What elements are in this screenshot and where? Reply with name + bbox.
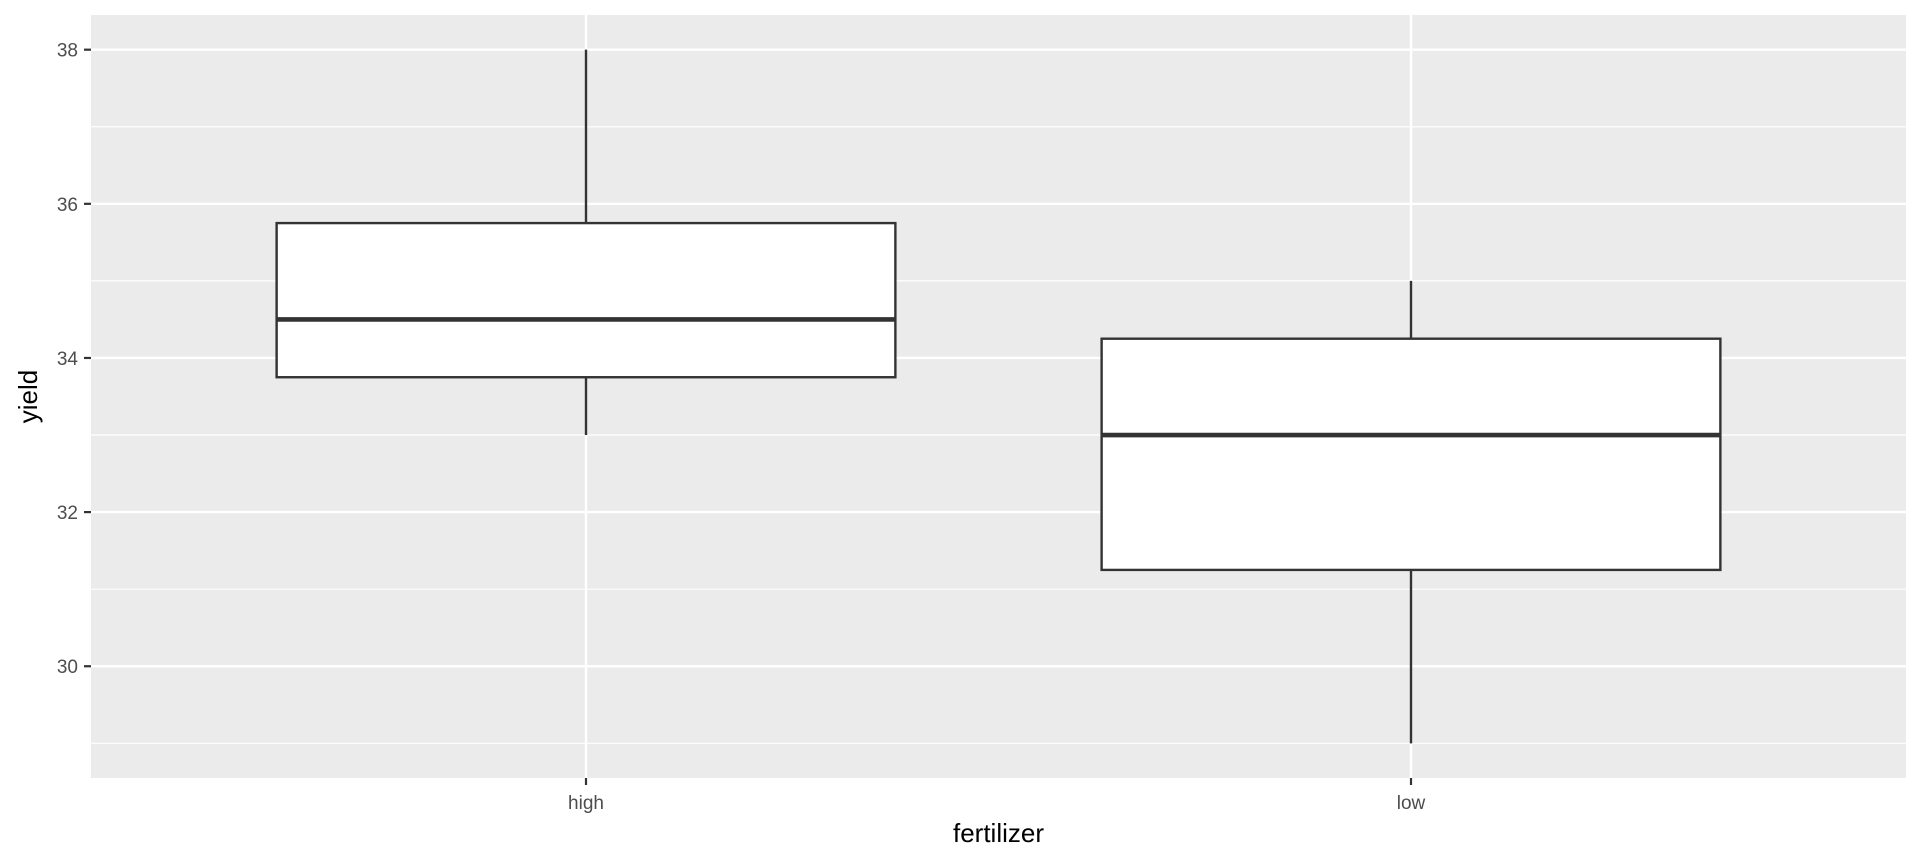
x-axis-title: fertilizer [953, 818, 1044, 848]
y-tick-label: 38 [57, 41, 78, 62]
y-tick-label: 30 [57, 657, 78, 678]
y-tick-label: 34 [57, 349, 79, 370]
box-low [1100, 280, 1722, 744]
y-axis: 30 32 34 36 38 [57, 41, 91, 678]
x-tick-label: low [1397, 793, 1426, 814]
box-high [275, 49, 897, 436]
box-iqr [1100, 337, 1722, 572]
y-axis-title: yield [13, 370, 43, 423]
y-tick-label: 36 [57, 195, 78, 216]
box-iqr [275, 221, 897, 379]
x-axis: high low [568, 778, 1426, 814]
x-tick-label: high [568, 793, 604, 814]
boxes-layer [275, 49, 1722, 744]
y-tick-label: 32 [57, 503, 78, 524]
